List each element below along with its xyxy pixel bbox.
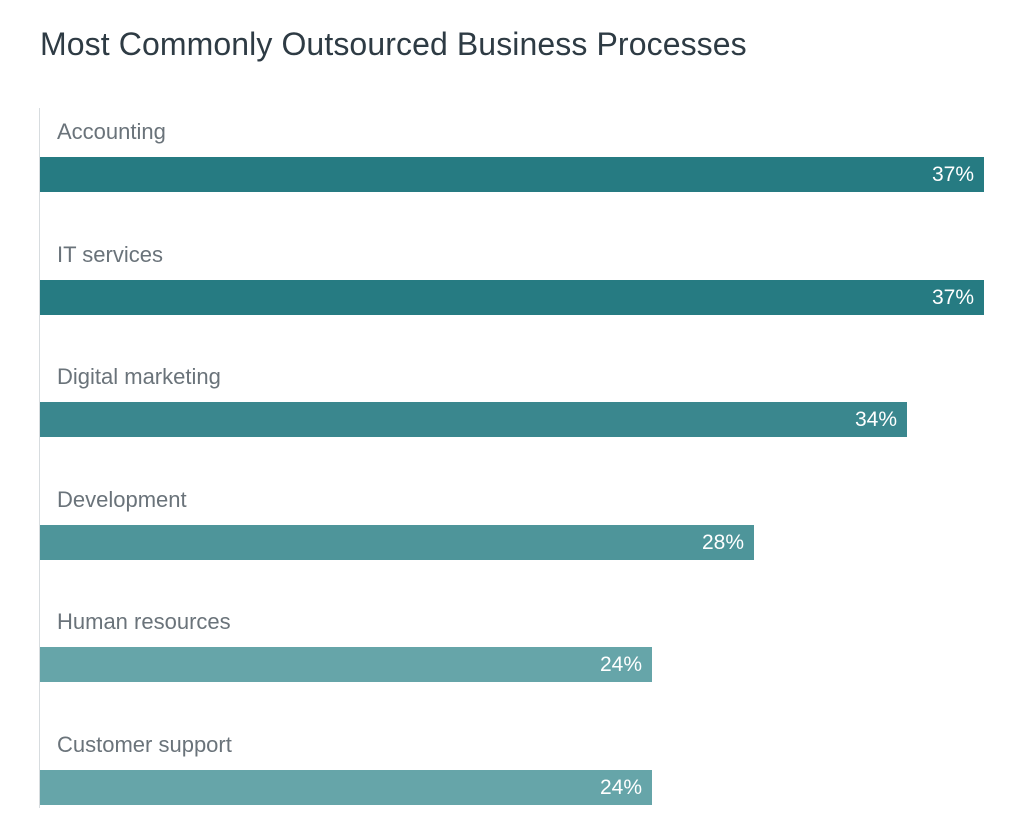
category-label: Human resources [57,609,231,634]
bar [40,280,984,315]
value-label: 34% [854,408,897,431]
value-label: 24% [599,653,642,676]
category-label: Accounting [57,119,166,144]
category-label: Customer support [57,732,232,757]
category-label: Development [57,487,187,512]
bar [40,770,652,805]
bar [40,525,754,560]
category-label: IT services [57,242,163,267]
value-label: 28% [701,531,744,554]
value-label: 24% [599,776,642,799]
category-axis-line [39,108,40,808]
bar [40,647,652,682]
value-label: 37% [931,286,974,309]
chart-title: Most Commonly Outsourced Business Proces… [40,26,747,62]
bar [40,157,984,192]
value-label: 37% [931,163,974,186]
category-label: Digital marketing [57,364,221,389]
bar [40,402,907,437]
